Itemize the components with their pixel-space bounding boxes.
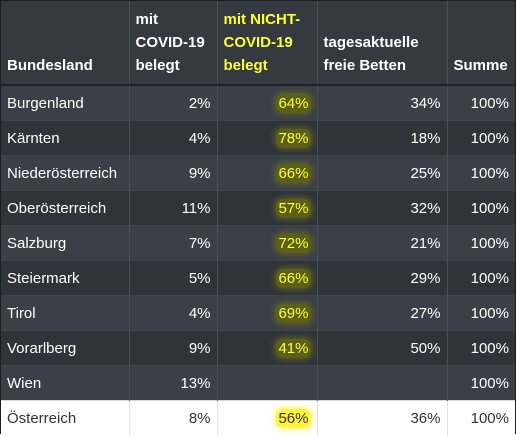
cell-covid-occupied: 4% bbox=[129, 121, 217, 156]
cell-free-beds: 29% bbox=[317, 261, 447, 296]
header-free-beds: tagesaktuelle freie Betten bbox=[317, 1, 447, 85]
cell-bundesland: Niederösterreich bbox=[1, 156, 129, 191]
cell-free-beds: 27% bbox=[317, 296, 447, 331]
cell-covid-occupied: 13% bbox=[129, 366, 217, 401]
cell-free-beds: 50% bbox=[317, 331, 447, 366]
highlighted-value: 72% bbox=[276, 234, 310, 253]
cell-bundesland: Vorarlberg bbox=[1, 331, 129, 366]
header-bundesland: Bundesland bbox=[1, 1, 129, 85]
cell-sum: 100% bbox=[447, 401, 515, 436]
cell-noncovid-occupied: 69% bbox=[217, 296, 317, 331]
cell-noncovid-occupied: 72% bbox=[217, 226, 317, 261]
cell-noncovid-occupied: 57% bbox=[217, 191, 317, 226]
header-row: Bundesland mit COVID-19 belegt mit NICHT… bbox=[1, 1, 515, 85]
cell-sum: 100% bbox=[447, 331, 515, 366]
cell-free-beds: 36% bbox=[317, 401, 447, 436]
cell-covid-occupied: 4% bbox=[129, 296, 217, 331]
cell-bundesland: Tirol bbox=[1, 296, 129, 331]
highlighted-value: 78% bbox=[276, 129, 310, 148]
cell-free-beds bbox=[317, 366, 447, 401]
cell-covid-occupied: 11% bbox=[129, 191, 217, 226]
header-noncovid-occupied: mit NICHT-COVID-19 belegt bbox=[217, 1, 317, 85]
cell-bundesland: Österreich bbox=[1, 401, 129, 436]
cell-noncovid-occupied: 66% bbox=[217, 261, 317, 296]
cell-bundesland: Steiermark bbox=[1, 261, 129, 296]
cell-covid-occupied: 5% bbox=[129, 261, 217, 296]
table-header: Bundesland mit COVID-19 belegt mit NICHT… bbox=[1, 1, 515, 85]
cell-free-beds: 32% bbox=[317, 191, 447, 226]
cell-noncovid-occupied: 56% bbox=[217, 401, 317, 436]
cell-sum: 100% bbox=[447, 121, 515, 156]
highlighted-value: 64% bbox=[276, 94, 310, 113]
cell-free-beds: 21% bbox=[317, 226, 447, 261]
cell-sum: 100% bbox=[447, 156, 515, 191]
cell-covid-occupied: 2% bbox=[129, 85, 217, 121]
cell-sum: 100% bbox=[447, 366, 515, 401]
highlighted-value: 66% bbox=[276, 164, 310, 183]
cell-noncovid-occupied: 78% bbox=[217, 121, 317, 156]
cell-bundesland: Burgenland bbox=[1, 85, 129, 121]
header-sum: Summe bbox=[447, 1, 515, 85]
cell-free-beds: 18% bbox=[317, 121, 447, 156]
cell-noncovid-occupied: 66% bbox=[217, 156, 317, 191]
highlighted-value: 56% bbox=[276, 409, 310, 428]
cell-noncovid-occupied: 64% bbox=[217, 85, 317, 121]
highlighted-value: 41% bbox=[276, 339, 310, 358]
cell-sum: 100% bbox=[447, 296, 515, 331]
cell-noncovid-occupied bbox=[217, 366, 317, 401]
cell-covid-occupied: 9% bbox=[129, 156, 217, 191]
cell-sum: 100% bbox=[447, 261, 515, 296]
header-covid-occupied: mit COVID-19 belegt bbox=[129, 1, 217, 85]
cell-bundesland: Kärnten bbox=[1, 121, 129, 156]
highlighted-value: 57% bbox=[276, 199, 310, 218]
cell-noncovid-occupied: 41% bbox=[217, 331, 317, 366]
cell-free-beds: 25% bbox=[317, 156, 447, 191]
header-noncovid-label: mit NICHT-COVID-19 belegt bbox=[224, 11, 301, 74]
cell-covid-occupied: 9% bbox=[129, 331, 217, 366]
cell-sum: 100% bbox=[447, 191, 515, 226]
highlighted-value: 69% bbox=[276, 304, 310, 323]
cell-bundesland: Salzburg bbox=[1, 226, 129, 261]
cell-free-beds: 34% bbox=[317, 85, 447, 121]
highlighted-value: 66% bbox=[276, 269, 310, 288]
cell-covid-occupied: 7% bbox=[129, 226, 217, 261]
cell-bundesland: Oberösterreich bbox=[1, 191, 129, 226]
cell-sum: 100% bbox=[447, 226, 515, 261]
cell-bundesland: Wien bbox=[1, 366, 129, 401]
cell-covid-occupied: 8% bbox=[129, 401, 217, 436]
cell-sum: 100% bbox=[447, 85, 515, 121]
